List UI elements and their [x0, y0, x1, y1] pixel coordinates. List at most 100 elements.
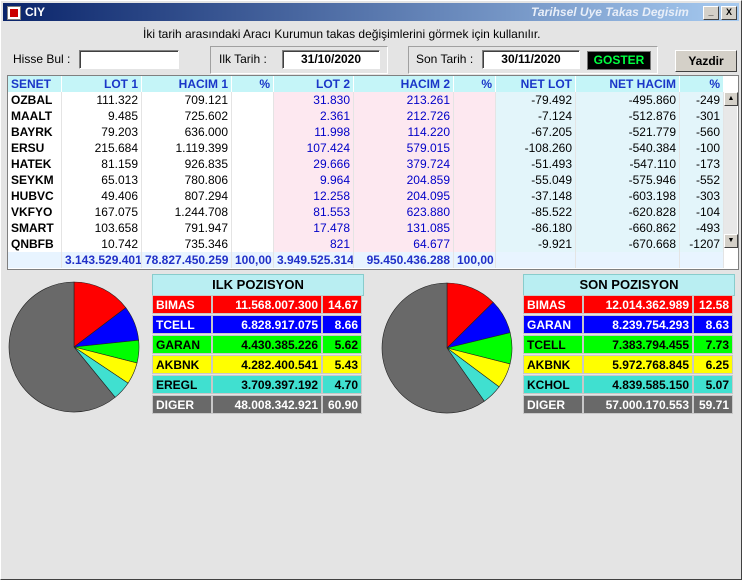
cell-pct2	[454, 204, 496, 220]
goster-button[interactable]: GOSTER	[587, 51, 651, 70]
position-pct: 5.43	[322, 355, 362, 374]
cell-net-pct: -560	[680, 124, 724, 140]
cell-net-hacim: -603.198	[576, 188, 680, 204]
position-pct: 8.63	[693, 315, 733, 334]
header-pct2: %	[454, 76, 496, 92]
totals-row: 3.143.529.401 78.827.450.259 100,00 3.949.5…	[8, 252, 724, 268]
cell-net-lot: -51.493	[496, 156, 576, 172]
pie-slice-bimas	[73, 281, 127, 348]
cell-net-hacim: -495.860	[576, 92, 680, 108]
position-name: KCHOL	[523, 375, 583, 394]
cell-pct2	[454, 140, 496, 156]
cell-senet: VKFYO	[8, 204, 62, 220]
cell-hacim2: 204.859	[354, 172, 454, 188]
cell-net-hacim: -670.668	[576, 236, 680, 252]
position-pct: 5.62	[322, 335, 362, 354]
header-lot1: LOT 1	[62, 76, 142, 92]
cell-senet: HATEK	[8, 156, 62, 172]
cell-hacim2: 579.015	[354, 140, 454, 156]
cell-hacim1: 709.121	[142, 92, 232, 108]
cell-senet: BAYRK	[8, 124, 62, 140]
cell-pct2	[454, 92, 496, 108]
cell-hacim2: 213.261	[354, 92, 454, 108]
cell-pct2	[454, 108, 496, 124]
position-name: BIMAS	[523, 295, 583, 314]
total-net-hacim	[576, 252, 680, 268]
cell-lot2: 2.361	[274, 108, 354, 124]
table-row[interactable]: HATEK 81.159 926.835 29.666 379.724 -51.493 -5…	[8, 156, 724, 172]
position-row: TCELL 6.828.917.075 8.66	[152, 315, 364, 334]
cell-lot2: 12.258	[274, 188, 354, 204]
position-name: EREGL	[152, 375, 212, 394]
cell-lot2: 107.424	[274, 140, 354, 156]
cell-pct2	[454, 172, 496, 188]
table-row[interactable]: SMART 103.658 791.947 17.478 131.085 -86.180-…	[8, 220, 724, 236]
position-row: AKBNK 5.972.768.845 6.25	[523, 355, 735, 374]
table-row[interactable]: SEYKM 65.013 780.806 9.964 204.859 -55.049 -57…	[8, 172, 724, 188]
cell-net-lot: -7.124	[496, 108, 576, 124]
table-row[interactable]: OZBAL 111.322 709.121 31.830 213.261 -79.492-…	[8, 92, 724, 108]
position-name: BIMAS	[152, 295, 212, 314]
son-pie-chart	[381, 282, 513, 414]
cell-net-lot: -86.180	[496, 220, 576, 236]
cell-net-pct: -249	[680, 92, 724, 108]
cell-pct1	[232, 188, 274, 204]
cell-pct2	[454, 124, 496, 140]
position-name: AKBNK	[523, 355, 583, 374]
cell-pct1	[232, 108, 274, 124]
data-grid: SENET LOT 1 HACIM 1% LOT 2 HACIM 2% NET LOT NE…	[7, 75, 739, 270]
position-value: 3.709.397.192	[212, 375, 322, 394]
vertical-scrollbar[interactable]: ▲ ▼	[724, 92, 738, 248]
total-lot2: 3.949.525.314	[274, 252, 354, 268]
ilk-date-group	[210, 46, 388, 74]
cell-lot2: 17.478	[274, 220, 354, 236]
position-pct: 7.73	[693, 335, 733, 354]
table-row[interactable]: VKFYO 167.075 1.244.708 81.553 623.880 -85.52…	[8, 204, 724, 220]
position-pct: 12.58	[693, 295, 733, 314]
cell-hacim2: 379.724	[354, 156, 454, 172]
cell-lot1: 49.406	[62, 188, 142, 204]
position-row: KCHOL 4.839.585.150 5.07	[523, 375, 735, 394]
position-name: TCELL	[152, 315, 212, 334]
cell-hacim2: 131.085	[354, 220, 454, 236]
position-value: 7.383.794.455	[583, 335, 693, 354]
total-net-pct	[680, 252, 724, 268]
cell-senet: MAALT	[8, 108, 62, 124]
table-row[interactable]: HUBVC 49.406 807.294 12.258 204.095 -37.148 -6…	[8, 188, 724, 204]
scroll-up-icon[interactable]: ▲	[724, 92, 738, 106]
scroll-down-icon[interactable]: ▼	[724, 234, 738, 248]
yazdir-button[interactable]: Yazdir	[675, 50, 737, 72]
cell-hacim1: 791.947	[142, 220, 232, 236]
cell-senet: OZBAL	[8, 92, 62, 108]
cell-net-pct: -552	[680, 172, 724, 188]
position-value: 5.972.768.845	[583, 355, 693, 374]
position-pct: 8.66	[322, 315, 362, 334]
table-row[interactable]: BAYRK 79.203 636.000 11.998 114.220 -67.205 -5…	[8, 124, 724, 140]
total-net-lot	[496, 252, 576, 268]
table-row[interactable]: QNBFB 10.742 735.346 821 64.677 -9.921 -670.66…	[8, 236, 724, 252]
minimize-button[interactable]: _	[703, 6, 719, 20]
ilk-date-field[interactable]: 31/10/2020	[282, 50, 380, 69]
position-pct: 4.70	[322, 375, 362, 394]
header-hacim2: HACIM 2	[354, 76, 454, 92]
total-lot1: 3.143.529.401	[62, 252, 142, 268]
table-row[interactable]: MAALT 9.485 725.602 2.361 212.726 -7.124 -512.…	[8, 108, 724, 124]
position-value: 8.239.754.293	[583, 315, 693, 334]
cell-net-hacim: -547.110	[576, 156, 680, 172]
total-hacim1: 78.827.450.259	[142, 252, 232, 268]
position-row: DIGER 57.000.170.553 59.71	[523, 395, 735, 414]
cell-net-lot: -108.260	[496, 140, 576, 156]
header-hacim1: HACIM 1	[142, 76, 232, 92]
cell-net-hacim: -512.876	[576, 108, 680, 124]
cell-net-hacim: -575.946	[576, 172, 680, 188]
hisse-search-input[interactable]	[79, 50, 179, 69]
header-pct1: %	[232, 76, 274, 92]
son-date-field[interactable]: 30/11/2020	[482, 50, 580, 69]
cell-lot1: 111.322	[62, 92, 142, 108]
window-title: CIY	[25, 5, 46, 19]
cell-pct1	[232, 172, 274, 188]
title-bar[interactable]: CIY Tarihsel Uye Takas Degisim _ X	[3, 3, 739, 21]
table-row[interactable]: ERSU 215.684 1.119.399 107.424 579.015 -108.2…	[8, 140, 724, 156]
close-button[interactable]: X	[721, 6, 737, 20]
